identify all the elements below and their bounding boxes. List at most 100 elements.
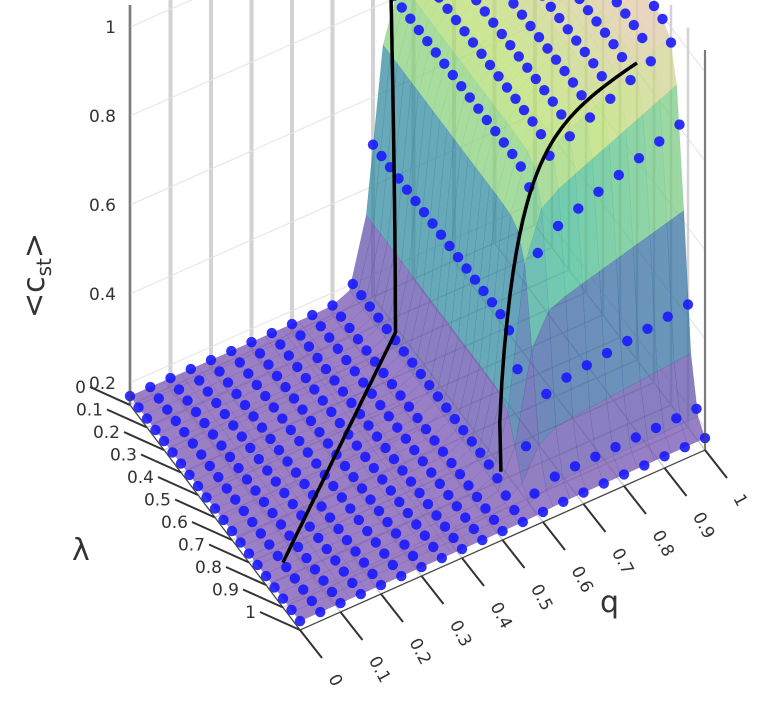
data-point <box>353 514 364 526</box>
data-point <box>380 442 391 454</box>
data-point <box>301 552 312 564</box>
data-point <box>416 561 427 573</box>
data-point <box>483 459 494 470</box>
data-point <box>659 451 670 462</box>
data-point <box>158 435 170 447</box>
data-point <box>419 530 430 541</box>
y-tick-mark <box>89 386 131 406</box>
y-tick-label: 0.5 <box>144 491 171 511</box>
data-point <box>484 59 496 71</box>
y-axis-title: λ <box>72 533 90 568</box>
data-point <box>250 485 261 496</box>
data-point <box>190 406 202 418</box>
data-point <box>256 422 268 433</box>
data-point <box>347 577 358 589</box>
data-point <box>272 550 283 562</box>
data-point <box>275 339 286 350</box>
data-point <box>292 361 303 373</box>
data-point <box>567 77 579 88</box>
data-point <box>479 6 490 17</box>
data-point <box>335 311 347 322</box>
data-point <box>599 27 611 38</box>
y-tick-label: 0.1 <box>76 401 103 421</box>
y-tick-mark <box>174 498 216 519</box>
data-point <box>313 532 324 544</box>
data-point <box>637 32 648 44</box>
data-point <box>304 521 315 532</box>
data-point <box>495 309 506 320</box>
data-point <box>458 425 469 436</box>
data-point <box>383 411 394 422</box>
data-point <box>650 422 662 434</box>
data-point <box>473 103 484 114</box>
data-point <box>162 404 173 415</box>
y-tick-mark <box>191 521 233 541</box>
y-tick-mark <box>242 588 284 609</box>
data-point <box>412 412 423 424</box>
data-point <box>133 402 144 413</box>
data-point <box>616 51 628 63</box>
data-point <box>175 458 187 469</box>
black-curves <box>281 0 638 564</box>
data-point <box>441 402 452 413</box>
data-point <box>218 514 229 526</box>
data-point <box>300 372 311 384</box>
data-point <box>682 299 694 310</box>
y-tick-label: 0.9 <box>212 581 239 601</box>
data-point <box>460 512 471 523</box>
data-point <box>554 12 565 24</box>
data-point <box>367 568 378 580</box>
z-tick-label: 1 <box>105 18 116 38</box>
x-tick-mark <box>380 593 404 623</box>
data-point <box>610 441 621 453</box>
data-point <box>150 424 161 436</box>
data-point <box>282 456 293 467</box>
data-point <box>243 548 255 559</box>
data-point <box>476 48 487 59</box>
data-point <box>432 391 443 402</box>
data-point <box>153 393 164 404</box>
data-point <box>601 347 613 359</box>
data-point <box>405 476 417 487</box>
x-tick-mark <box>623 485 647 515</box>
data-point <box>407 550 419 562</box>
data-point <box>396 2 407 13</box>
data-point <box>645 56 656 67</box>
data-point <box>234 357 245 368</box>
data-point <box>311 458 322 469</box>
data-point <box>450 14 462 26</box>
data-point <box>448 532 459 544</box>
data-point <box>576 90 587 101</box>
data-point <box>532 247 543 259</box>
data-point <box>286 604 297 616</box>
data-point <box>376 150 387 162</box>
data-point <box>573 203 584 214</box>
data-point <box>219 408 230 420</box>
data-point <box>264 539 275 550</box>
data-point <box>392 422 403 433</box>
data-point <box>456 543 468 555</box>
data-point <box>471 0 482 6</box>
data-point <box>507 148 518 160</box>
data-point <box>611 0 622 8</box>
data-point <box>394 496 405 508</box>
data-point <box>593 186 604 197</box>
data-point <box>260 570 272 582</box>
data-point <box>352 334 364 345</box>
data-point <box>267 507 278 519</box>
data-point <box>598 478 609 489</box>
data-point <box>434 478 445 489</box>
data-point <box>505 40 516 51</box>
data-point <box>356 290 367 301</box>
data-point <box>422 36 433 47</box>
data-point <box>520 441 532 452</box>
data-point <box>367 139 379 150</box>
y-tick-mark <box>106 408 148 429</box>
data-point <box>288 393 300 404</box>
data-point <box>196 449 207 460</box>
z-axis-title-sub: st <box>32 258 56 276</box>
surface-patch <box>630 439 655 469</box>
data-point <box>326 406 337 418</box>
data-point <box>338 566 349 577</box>
data-point <box>375 579 387 591</box>
